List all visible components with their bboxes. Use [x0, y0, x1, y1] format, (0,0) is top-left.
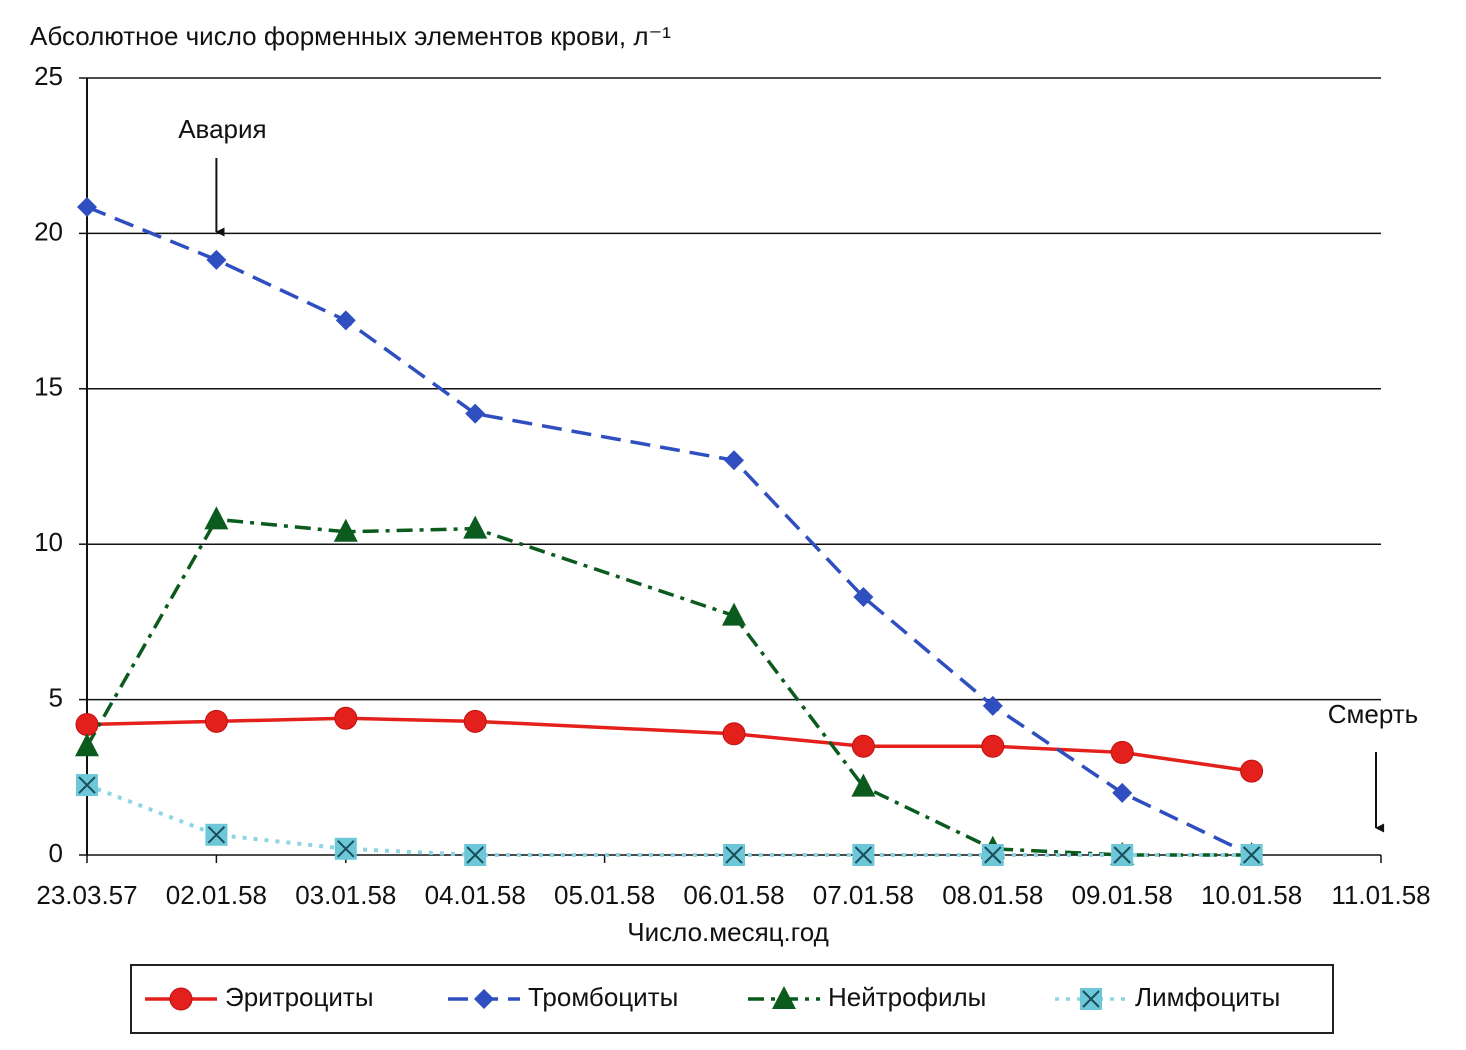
marker-cross — [725, 846, 743, 864]
x-tick-label: 07.01.58 — [813, 880, 914, 910]
data-point — [204, 506, 229, 530]
data-point — [853, 587, 874, 608]
x-tick-label: 06.01.58 — [683, 880, 784, 910]
data-point — [723, 844, 745, 866]
x-tick-label: 11.01.58 — [1331, 880, 1430, 910]
marker-cross — [854, 846, 873, 864]
marker-cross — [1242, 846, 1261, 864]
data-point — [722, 722, 746, 746]
data-point — [75, 733, 99, 757]
series-line — [86, 205, 1253, 857]
y-tick-label: 15 — [34, 372, 63, 402]
legend-box — [130, 964, 1334, 1034]
x-tick-label: 03.01.58 — [295, 880, 396, 910]
data-point — [465, 403, 486, 424]
legend-marker — [772, 986, 796, 1009]
data-point — [463, 709, 487, 733]
data-point — [334, 837, 357, 860]
data-point — [334, 706, 358, 730]
data-point — [982, 695, 1003, 716]
x-tick-label: 02.01.58 — [166, 880, 267, 910]
marker-cross — [984, 846, 1002, 864]
data-point — [464, 844, 487, 866]
legend-marker — [1080, 988, 1102, 1010]
data-point — [463, 515, 488, 539]
y-tick-label: 5 — [49, 682, 63, 712]
data-point — [206, 249, 227, 270]
series-line — [86, 716, 1252, 773]
x-axis-title: Число.месяц.год — [627, 917, 829, 947]
data-point — [1110, 740, 1134, 764]
series-line — [85, 517, 1252, 857]
x-tick-label: 05.01.58 — [554, 880, 655, 910]
y-tick-label: 0 — [49, 838, 63, 868]
data-point — [724, 450, 744, 471]
marker-cross — [466, 846, 484, 864]
data-point — [76, 774, 98, 797]
x-tick-label: 23.03.57 — [36, 880, 137, 910]
annotation: Смерть — [1328, 699, 1418, 729]
y-axis-title: Абсолютное число форменных элементов кро… — [30, 21, 671, 51]
data-point — [1240, 844, 1263, 866]
marker-cross — [1113, 846, 1131, 864]
data-point — [204, 709, 228, 733]
legend-label: Лимфоциты — [1135, 982, 1280, 1012]
data-point — [851, 773, 876, 797]
y-tick-label: 10 — [34, 527, 63, 557]
data-point — [981, 734, 1005, 758]
data-point — [1112, 782, 1133, 803]
data-point — [77, 196, 97, 217]
data-point — [205, 823, 228, 846]
legend-marker — [474, 989, 494, 1009]
data-point — [852, 844, 875, 866]
marker-cross — [78, 776, 96, 794]
y-tick-label: 20 — [34, 216, 63, 246]
x-tick-label: 08.01.58 — [942, 880, 1043, 910]
legend-label: Эритроциты — [225, 982, 374, 1012]
data-point — [75, 712, 99, 736]
data-point — [981, 844, 1004, 866]
legend-marker — [169, 987, 193, 1011]
marker-cross — [1082, 990, 1100, 1008]
legend-label: Нейтрофилы — [828, 982, 986, 1012]
data-point — [722, 602, 746, 626]
annotation: Авария — [178, 114, 266, 144]
y-tick-label: 25 — [34, 61, 63, 91]
marker-cross — [207, 826, 226, 844]
data-point — [851, 734, 875, 758]
x-tick-label: 04.01.58 — [425, 880, 526, 910]
legend-label: Тромбоциты — [528, 982, 678, 1012]
data-point — [335, 310, 356, 331]
series-line — [86, 783, 1252, 857]
data-point — [1111, 844, 1134, 866]
data-point — [333, 518, 358, 542]
marker-cross — [337, 840, 355, 858]
x-tick-label: 09.01.58 — [1072, 880, 1173, 910]
data-point — [1240, 759, 1264, 783]
x-tick-label: 10.01.58 — [1201, 880, 1302, 910]
